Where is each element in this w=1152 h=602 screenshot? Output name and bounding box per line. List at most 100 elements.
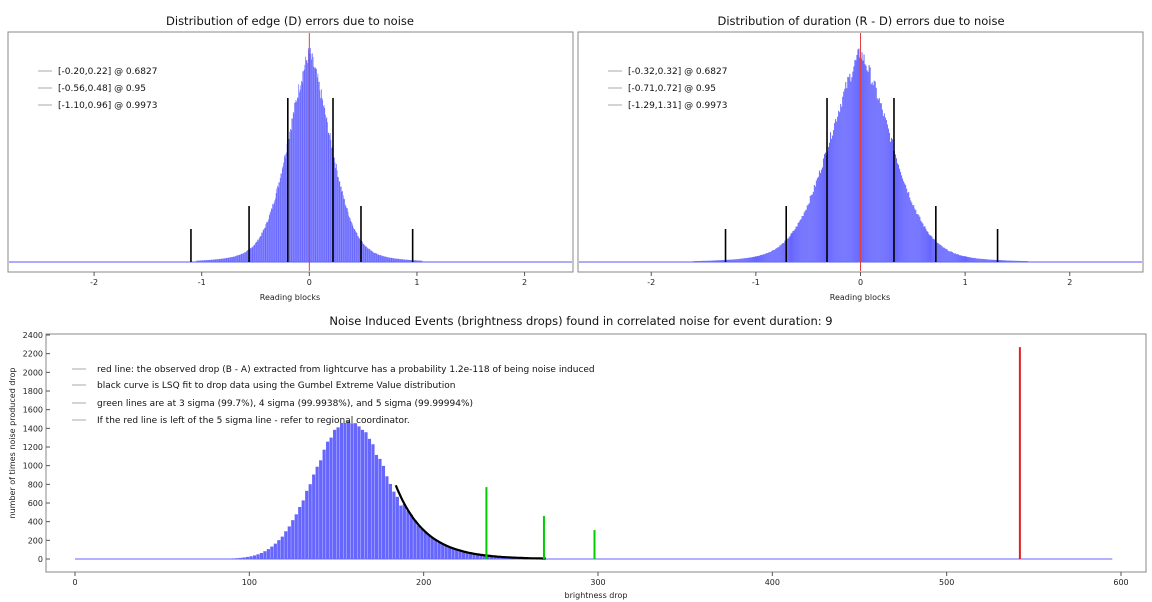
histogram-bar [418,260,419,262]
histogram-bar [764,254,766,262]
histogram-bar [366,246,367,262]
histogram-bar [264,228,265,262]
histogram-bar [402,504,406,559]
histogram-bar [300,85,302,263]
x-tick-label: 100 [242,578,257,587]
histogram-bar [954,253,956,262]
histogram-bar [943,247,945,262]
histogram-bar [952,253,954,262]
histogram-bar [393,258,395,262]
histogram-bar [378,458,382,559]
y-tick-label: 1400 [23,424,43,433]
histogram-bar [315,466,319,559]
histogram-bar [374,253,376,262]
histogram-bar [373,252,374,262]
histogram-bar [1008,260,1010,262]
duration-error-x-ticks: -2 -1 0 1 2 [647,272,1072,287]
histogram-bar [279,177,281,262]
histogram-bar [888,132,890,262]
histogram-bar [321,97,323,263]
histogram-bar [260,236,261,262]
histogram-bar [746,257,748,262]
histogram-bar [411,260,413,262]
histogram-bar [212,259,213,262]
histogram-bar [392,491,396,559]
y-tick-label: 2400 [23,331,43,340]
histogram-bar [953,253,955,262]
noise-events-plot-frame [45,333,1147,573]
histogram-bar [909,197,911,262]
histogram-bar [936,242,938,262]
histogram-bar [329,135,330,262]
histogram-bar [246,251,248,262]
histogram-bar [395,496,399,559]
histogram-bar [915,210,917,262]
histogram-bar [265,224,267,262]
histogram-bar [881,109,883,262]
histogram-bar [271,208,273,262]
histogram-bar [395,258,397,262]
histogram-bar [698,260,700,262]
histogram-bar [405,259,407,262]
histogram-bar [833,130,835,262]
histogram-bar [320,89,322,262]
histogram-bar [732,259,734,262]
histogram-bar [693,261,695,262]
histogram-bar [399,259,401,262]
histogram-bar [283,155,285,262]
x-tick-label: 1 [414,278,419,287]
histogram-bar [407,259,408,262]
histogram-bar [770,251,772,262]
histogram-bar [840,103,842,263]
histogram-bar [307,62,308,262]
legend-entry: red line: the observed drop (B - A) extr… [97,365,595,375]
histogram-bar [301,500,305,559]
histogram-bar [384,256,386,262]
histogram-bar [756,256,758,262]
histogram-bar [198,260,200,262]
histogram-bar [697,260,699,262]
histogram-bar [752,256,754,262]
histogram-bar [242,557,246,559]
histogram-bar [392,258,394,262]
duration-error-chart-title: Distribution of duration (R - D) errors … [717,14,1004,28]
histogram-bar [406,510,410,559]
histogram-bar [1012,260,1014,262]
histogram-bar [403,259,405,262]
histogram-bar [921,222,923,262]
histogram-bar [216,259,218,262]
histogram-bar [347,208,348,262]
histogram-bar [919,216,921,262]
histogram-bar [200,260,202,262]
histogram-bar [327,122,328,262]
histogram-bar [337,176,339,262]
histogram-bar [890,137,892,262]
histogram-bar [336,170,338,262]
histogram-bar [203,260,205,262]
histogram-bar [489,556,494,559]
histogram-bar [419,260,421,262]
histogram-bar [362,241,363,262]
histogram-bar [388,257,389,262]
histogram-bar [228,257,230,262]
histogram-bar [343,198,345,262]
histogram-bar [281,168,283,262]
histogram-bar [420,528,424,559]
histogram-bar [437,542,441,559]
histogram-bar [781,243,783,262]
gumbel-fit-curve [394,484,546,560]
histogram-bar [226,258,228,262]
histogram-bar [371,444,375,559]
histogram-bar [243,253,245,262]
histogram-bar [696,261,698,262]
histogram-bar [986,259,988,262]
histogram-bar [366,247,368,262]
histogram-bar [897,163,899,262]
histogram-bar [987,259,989,262]
histogram-bar [727,259,729,262]
histogram-bar [1019,260,1021,262]
histogram-bar [244,252,245,262]
histogram-bar [380,255,382,262]
histogram-bar [218,259,219,262]
histogram-bar [747,257,749,262]
